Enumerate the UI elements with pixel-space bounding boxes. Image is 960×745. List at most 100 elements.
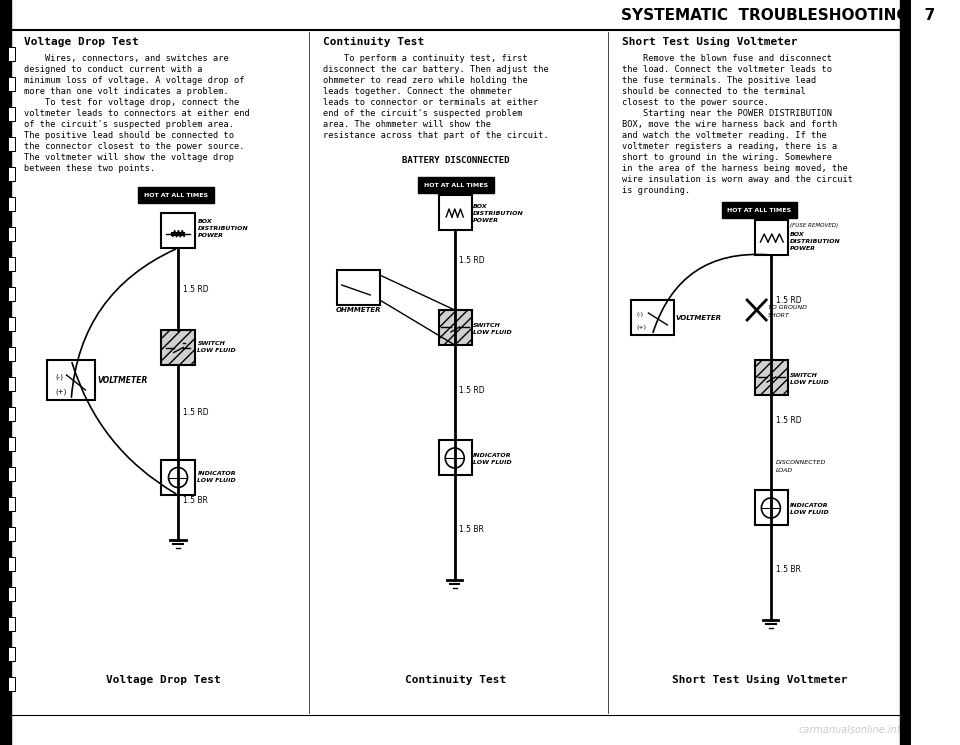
Text: DISTRIBUTION: DISTRIBUTION (472, 211, 523, 215)
Text: 1.5 BR: 1.5 BR (460, 525, 485, 534)
Text: BOX: BOX (790, 232, 804, 236)
Text: LOW FLUID: LOW FLUID (790, 379, 828, 384)
Text: 1.5 RD: 1.5 RD (460, 385, 485, 395)
Text: Voltage Drop Test: Voltage Drop Test (24, 37, 138, 47)
Bar (8, 617, 15, 631)
Text: between these two points.: between these two points. (24, 163, 155, 173)
Text: Voltage Drop Test: Voltage Drop Test (106, 675, 221, 685)
Text: Continuity Test: Continuity Test (323, 37, 424, 47)
FancyArrowPatch shape (71, 249, 176, 397)
Text: 1.5 RD: 1.5 RD (460, 256, 485, 264)
Text: more than one volt indicates a problem.: more than one volt indicates a problem. (24, 86, 228, 95)
Text: carmanualsonline.info: carmanualsonline.info (799, 725, 906, 735)
Bar (418, 177, 493, 193)
Bar (722, 202, 798, 218)
Text: and watch the voltmeter reading. If the: and watch the voltmeter reading. If the (622, 130, 827, 139)
Text: POWER: POWER (198, 233, 224, 238)
Text: Continuity Test: Continuity Test (405, 675, 506, 685)
FancyArrowPatch shape (72, 363, 176, 494)
Text: closest to the power source.: closest to the power source. (622, 98, 769, 107)
Text: DISTRIBUTION: DISTRIBUTION (790, 238, 841, 244)
Text: SYSTEMATIC  TROUBLESHOOTING   7: SYSTEMATIC TROUBLESHOOTING 7 (621, 7, 936, 22)
Bar (755, 360, 788, 395)
Text: HOT AT ALL TIMES: HOT AT ALL TIMES (728, 208, 792, 212)
Text: LOW FLUID: LOW FLUID (472, 460, 512, 464)
Bar (8, 47, 15, 61)
Bar (8, 167, 15, 181)
Text: voltmeter registers a reading, there is a: voltmeter registers a reading, there is … (622, 142, 837, 150)
FancyArrowPatch shape (653, 254, 768, 332)
Bar (8, 467, 15, 481)
Text: POWER: POWER (472, 218, 499, 223)
Text: wire insulation is worn away and the circuit: wire insulation is worn away and the cir… (622, 174, 852, 183)
Bar (439, 310, 471, 345)
Text: VOLTMETER: VOLTMETER (675, 315, 721, 321)
Text: 1.5 BR: 1.5 BR (182, 495, 207, 504)
Bar (8, 77, 15, 91)
Text: Short Test Using Voltmeter: Short Test Using Voltmeter (622, 37, 798, 47)
Text: (+): (+) (55, 389, 66, 396)
Text: (-): (-) (55, 374, 63, 380)
Text: LOW FLUID: LOW FLUID (472, 329, 512, 335)
Text: SWITCH: SWITCH (198, 341, 226, 346)
Bar (161, 330, 195, 365)
Text: BATTERY DISCONNECTED: BATTERY DISCONNECTED (402, 156, 510, 165)
Text: area. The ohmmeter will show the: area. The ohmmeter will show the (323, 119, 491, 128)
Bar (8, 227, 15, 241)
Bar (8, 677, 15, 691)
Bar (0, 0, 12, 745)
Bar (161, 460, 195, 495)
Text: is grounding.: is grounding. (622, 186, 690, 194)
Text: SWITCH: SWITCH (790, 372, 818, 378)
Bar (755, 490, 788, 525)
Text: HOT AT ALL TIMES: HOT AT ALL TIMES (144, 192, 207, 197)
Text: INDICATOR: INDICATOR (198, 471, 236, 476)
Bar (8, 557, 15, 571)
Text: VOLTMETER: VOLTMETER (98, 375, 148, 384)
Bar (8, 377, 15, 391)
Bar (8, 587, 15, 601)
Text: 1.5 RD: 1.5 RD (182, 408, 208, 417)
Text: in the area of the harness being moved, the: in the area of the harness being moved, … (622, 163, 848, 173)
Bar (8, 287, 15, 301)
Text: end of the circuit's suspected problem: end of the circuit's suspected problem (323, 109, 522, 118)
Bar (8, 317, 15, 331)
Bar (8, 137, 15, 151)
Text: of the circuit's suspected problem area.: of the circuit's suspected problem area. (24, 119, 233, 128)
Text: ohmmeter to read zero while holding the: ohmmeter to read zero while holding the (323, 75, 528, 84)
Text: voltmeter leads to connectors at either end: voltmeter leads to connectors at either … (24, 109, 250, 118)
Text: LOAD: LOAD (776, 468, 793, 472)
Bar (439, 195, 471, 230)
Text: (+): (+) (636, 325, 646, 329)
Text: DISCONNECTED: DISCONNECTED (776, 460, 826, 464)
Text: minimum loss of voltage. A voltage drop of: minimum loss of voltage. A voltage drop … (24, 75, 244, 84)
Text: Remove the blown fuse and disconnect: Remove the blown fuse and disconnect (622, 54, 831, 63)
Text: HOT AT ALL TIMES: HOT AT ALL TIMES (423, 183, 488, 188)
Text: the fuse terminals. The positive lead: the fuse terminals. The positive lead (622, 75, 816, 84)
Bar (337, 270, 380, 305)
Text: OHMMETER: OHMMETER (336, 307, 381, 313)
Text: BOX: BOX (472, 203, 488, 209)
Bar (161, 213, 195, 248)
Text: 1.5 RD: 1.5 RD (776, 416, 802, 425)
Text: The voltmeter will show the voltage drop: The voltmeter will show the voltage drop (24, 153, 233, 162)
Text: SWITCH: SWITCH (472, 323, 501, 328)
Text: leads together. Connect the ohmmeter: leads together. Connect the ohmmeter (323, 86, 512, 95)
Bar (8, 407, 15, 421)
Text: the connector closest to the power source.: the connector closest to the power sourc… (24, 142, 244, 150)
Bar (8, 437, 15, 451)
Text: BOX, move the wire harness back and forth: BOX, move the wire harness back and fort… (622, 119, 837, 128)
Text: 1.5 RD: 1.5 RD (182, 285, 208, 294)
Bar (8, 647, 15, 661)
Text: leads to connector or terminals at either: leads to connector or terminals at eithe… (323, 98, 538, 107)
Text: LOW FLUID: LOW FLUID (198, 348, 236, 353)
Text: resistance across that part of the circuit.: resistance across that part of the circu… (323, 130, 548, 139)
Text: TO GROUND: TO GROUND (768, 305, 807, 309)
Bar (8, 197, 15, 211)
Text: To perform a continuity test, first: To perform a continuity test, first (323, 54, 528, 63)
Text: LOW FLUID: LOW FLUID (790, 510, 828, 515)
Bar (8, 347, 15, 361)
Text: (FUSE REMOVED): (FUSE REMOVED) (790, 223, 838, 227)
Text: disconnect the car battery. Then adjust the: disconnect the car battery. Then adjust … (323, 65, 548, 74)
Text: INDICATOR: INDICATOR (790, 502, 828, 507)
